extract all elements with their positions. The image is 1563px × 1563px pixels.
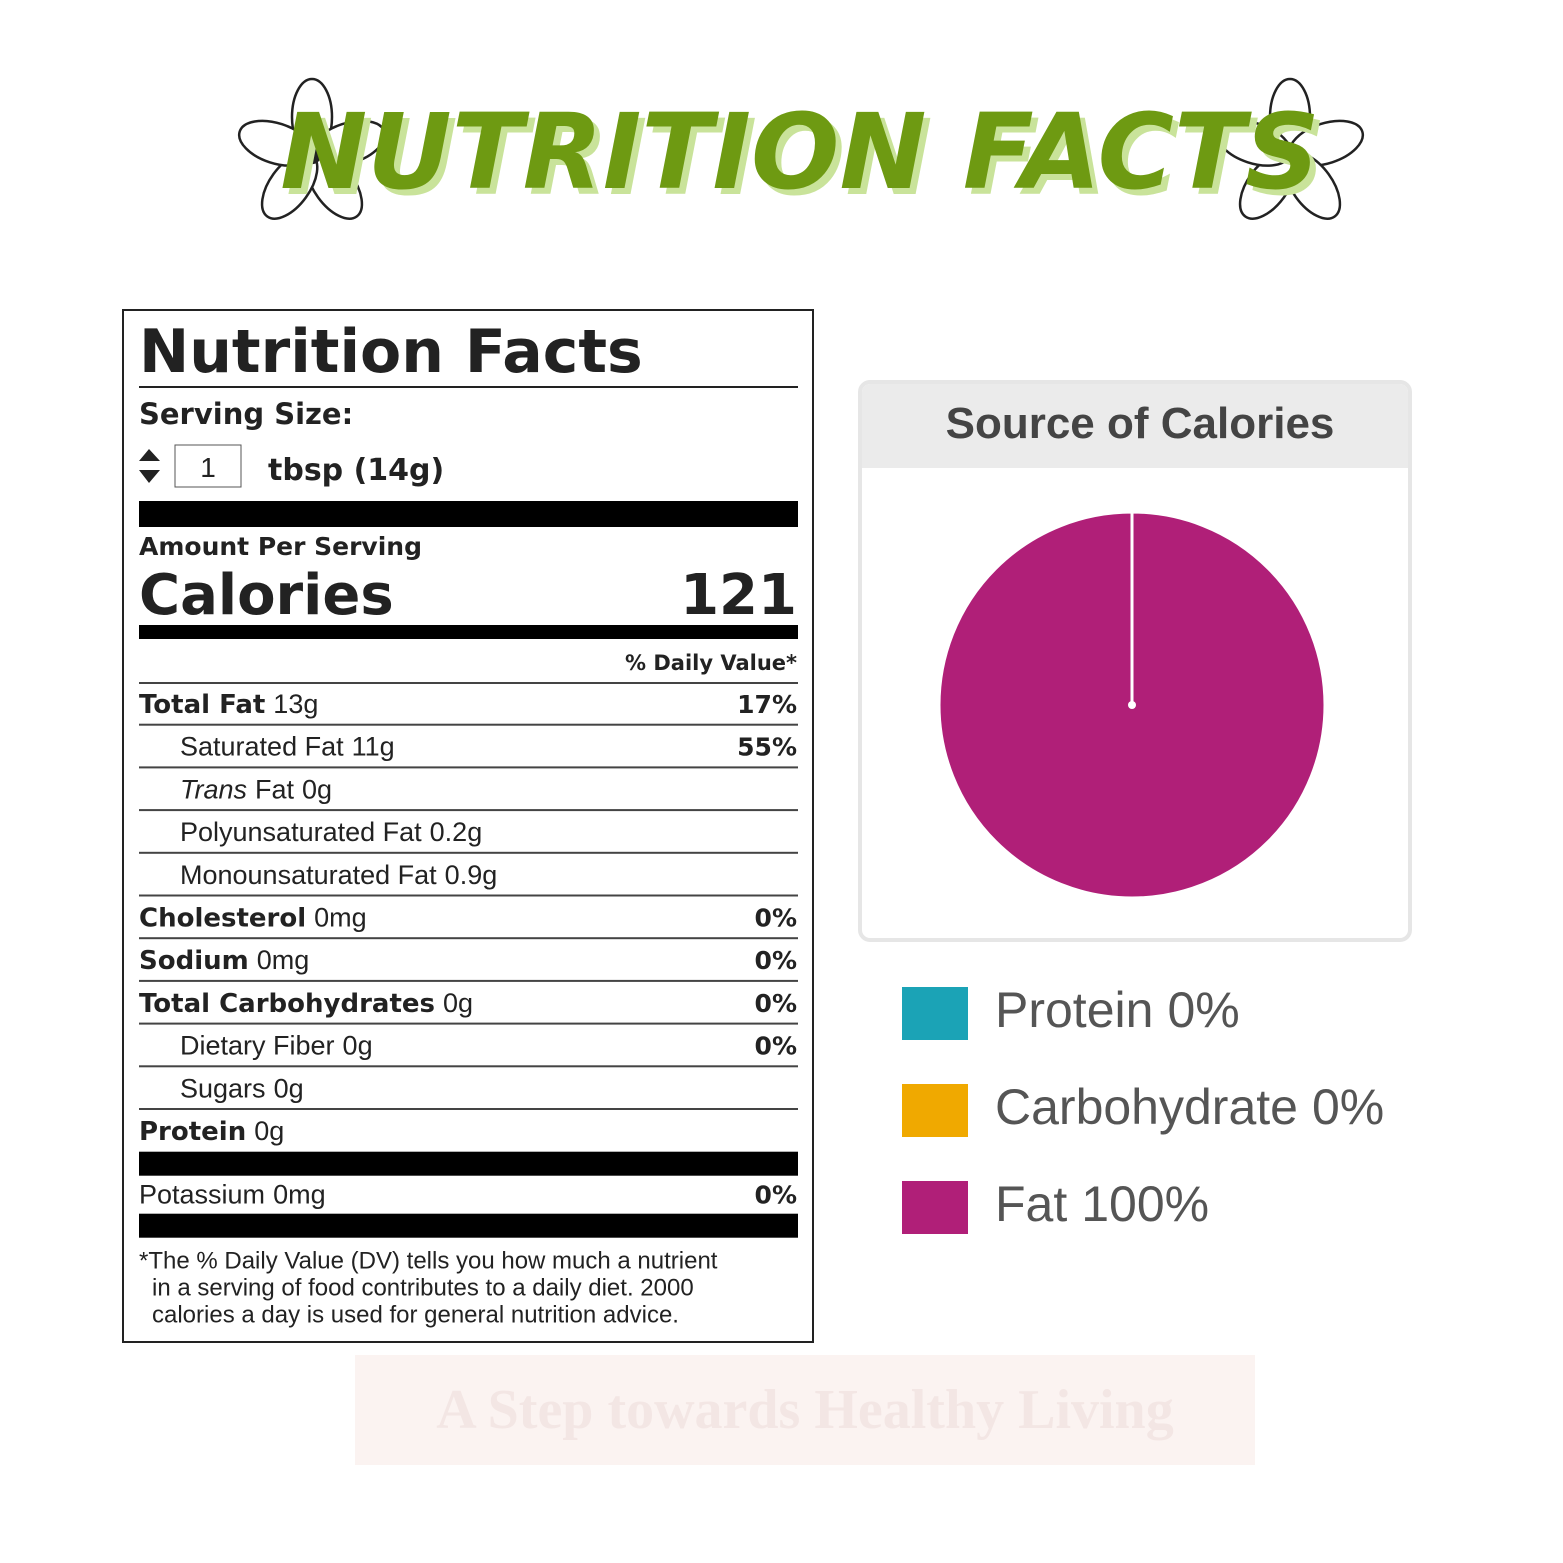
nutrient-label: Protein: [139, 1117, 246, 1147]
nutrient-name: Monounsaturated Fat 0.9g: [180, 860, 497, 890]
daily-value: 55%: [737, 733, 797, 762]
nutrient-label: Dietary Fiber: [180, 1031, 335, 1061]
thick-bar: [139, 625, 798, 639]
legend-entry: Fat 100%: [995, 1176, 1209, 1232]
nutrient-name: Protein 0g: [139, 1116, 284, 1147]
title-shadow: NUTRITION FACTS: [286, 97, 1326, 219]
nutrient-label: Total Carbohydrates: [139, 989, 435, 1019]
rule: [139, 1108, 798, 1110]
nutrient-amount: 0mg: [314, 903, 367, 933]
legend-entry: Carbohydrate 0%: [995, 1079, 1384, 1135]
rule: [139, 809, 798, 812]
nutrient-amount: 13g: [273, 689, 318, 719]
label-title: Nutrition Facts: [139, 317, 643, 387]
nutrient-label: Potassium: [139, 1180, 265, 1210]
nutrient-name: Cholesterol 0mg: [139, 903, 367, 934]
chart-header: [862, 384, 1408, 468]
rule: [139, 937, 798, 940]
nutrient-name: Saturated Fat 11g: [180, 732, 395, 762]
flower-icon: [1215, 77, 1365, 220]
nutrient-name: Potassium 0mg: [139, 1180, 326, 1210]
legend-name: Carbohydrate: [995, 1079, 1298, 1135]
page-title: NUTRITION FACTS: [280, 91, 1320, 213]
nutrient-name: Sugars 0g: [180, 1073, 304, 1103]
nutrient-amount: 0g: [443, 988, 473, 1018]
footnote: *The % Daily Value (DV) tells you how mu…: [139, 1248, 718, 1275]
chart-title: Source of Calories: [946, 399, 1335, 448]
watermark-tagline: A Step towards Healthy Living: [436, 1379, 1173, 1441]
legend-name: Fat: [995, 1176, 1067, 1232]
amount-per-serving: Amount Per Serving: [139, 532, 422, 561]
pie-center: [1128, 701, 1136, 709]
flower-icon: [237, 77, 387, 220]
nutrient-amount: 0mg: [273, 1180, 326, 1210]
nutrient-rows: Total Fat 13g 17% Saturated Fat 11g 55% Trans F…: [139, 689, 798, 1329]
footnote: calories a day is used for general nutri…: [152, 1302, 679, 1329]
nutrient-label: Sugars: [180, 1073, 266, 1103]
nutrient-label: Fat: [255, 774, 295, 804]
calories-label: Calories: [139, 563, 394, 628]
legend-name: Protein: [995, 982, 1153, 1038]
legend-swatch: [902, 1181, 968, 1234]
nutrient-amount: 0g: [274, 1073, 304, 1103]
spinner[interactable]: [139, 449, 160, 483]
rule: [139, 386, 798, 388]
serving-quantity[interactable]: 1: [200, 452, 216, 483]
rule: [139, 979, 798, 982]
serving-input[interactable]: [174, 444, 242, 488]
nutrient-amount: 0.2g: [430, 817, 483, 847]
serving-unit: tbsp (14g): [268, 453, 444, 488]
legend-value: 0%: [1167, 982, 1239, 1038]
legend-value: 0%: [1312, 1079, 1384, 1135]
nutrient-label: Polyunsaturated Fat: [180, 817, 422, 847]
nutrient-amount: 0mg: [257, 945, 310, 975]
legend-value: 100%: [1081, 1176, 1209, 1232]
daily-value-header: % Daily Value*: [625, 651, 797, 675]
daily-value: 0%: [755, 989, 797, 1018]
nutrient-name: Trans Fat 0g: [180, 774, 332, 804]
nutrient-label: Sodium: [139, 946, 249, 976]
nutrient-label: Saturated Fat: [180, 732, 344, 762]
nutrient-amount: 0g: [302, 774, 332, 804]
rule: [139, 1065, 798, 1068]
nutrient-name: Total Carbohydrates 0g: [139, 988, 473, 1019]
thick-bar: [139, 501, 798, 527]
daily-value: 17%: [737, 690, 797, 719]
legend-swatch: [902, 987, 968, 1040]
nutrient-amount: 11g: [352, 732, 395, 762]
rule: [139, 766, 798, 769]
daily-value: 0%: [755, 904, 797, 933]
nutrient-italic: Trans: [180, 774, 247, 804]
nutrient-label: Total Fat: [139, 690, 265, 720]
thick-bar: [139, 1213, 798, 1238]
daily-value: 0%: [755, 946, 797, 975]
nutrient-amount: 0g: [254, 1116, 284, 1146]
nutrient-label: Monounsaturated Fat: [180, 860, 437, 890]
daily-value: 0%: [755, 1181, 797, 1210]
thick-bar: [139, 1151, 798, 1176]
legend-swatch: [902, 1084, 968, 1137]
nutrient-name: Sodium 0mg: [139, 945, 309, 976]
nutrient-amount: 0.9g: [445, 860, 498, 890]
calories-value: 121: [680, 563, 797, 628]
rule: [139, 1022, 798, 1025]
nutrient-name: Total Fat 13g: [139, 689, 318, 720]
watermark-band: [355, 1355, 1255, 1465]
legend-entry: Protein 0%: [995, 982, 1240, 1038]
rule: [139, 851, 798, 854]
legend: Protein 0%Carbohydrate 0%Fat 100%: [902, 982, 1384, 1234]
rule: [139, 682, 798, 684]
nutrient-name: Dietary Fiber 0g: [180, 1031, 373, 1061]
rule: [139, 723, 798, 726]
footnote: in a serving of food contributes to a da…: [152, 1275, 694, 1302]
serving-size-label: Serving Size:: [139, 397, 353, 431]
nutrient-amount: 0g: [343, 1031, 373, 1061]
pie: [937, 510, 1327, 900]
daily-value: 0%: [755, 1032, 797, 1061]
rule: [139, 894, 798, 897]
nutrient-label: Cholesterol: [139, 904, 306, 934]
nutrient-name: Polyunsaturated Fat 0.2g: [180, 817, 482, 847]
